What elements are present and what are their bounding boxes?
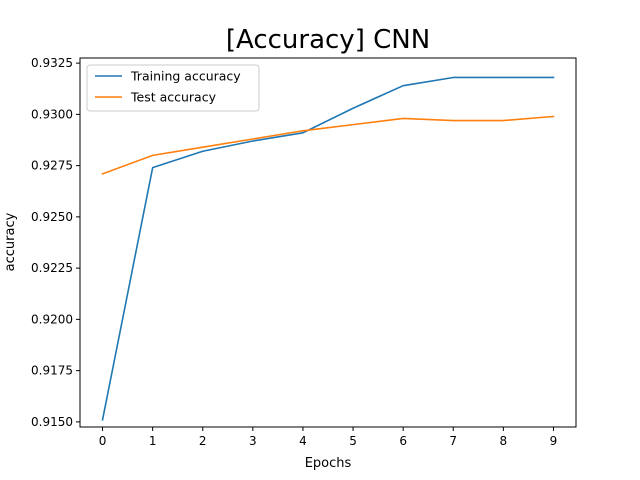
y-tick-label: 0.9325 bbox=[31, 56, 73, 70]
chart-title: [Accuracy] CNN bbox=[226, 25, 430, 55]
y-tick-label: 0.9200 bbox=[31, 312, 73, 326]
x-tick-label: 5 bbox=[349, 434, 357, 448]
x-axis-label: Epochs bbox=[305, 456, 352, 471]
y-tick-label: 0.9275 bbox=[31, 159, 73, 173]
x-tick-label: 6 bbox=[399, 434, 407, 448]
x-tick-label: 3 bbox=[249, 434, 257, 448]
x-tick-label: 1 bbox=[149, 434, 157, 448]
plot-frame bbox=[79, 57, 577, 428]
plot-area bbox=[101, 76, 555, 421]
x-axis: 0 1 2 3 4 5 6 7 8 9 bbox=[99, 427, 558, 448]
legend-label-1: Test accuracy bbox=[130, 90, 217, 105]
x-tick-label: 7 bbox=[449, 434, 457, 448]
y-axis: 0.9150 0.9175 0.9200 0.9225 0.9250 0.9275 0.93… bbox=[31, 56, 80, 429]
x-tick-label: 4 bbox=[299, 434, 307, 448]
series-line-0 bbox=[101, 76, 555, 421]
y-axis-label: accuracy bbox=[3, 212, 18, 271]
y-tick-label: 0.9225 bbox=[31, 261, 73, 275]
series-line-1 bbox=[101, 115, 555, 175]
x-tick-label: 0 bbox=[99, 434, 107, 448]
legend: Training accuracy Test accuracy bbox=[86, 64, 260, 112]
x-tick-label: 8 bbox=[500, 434, 508, 448]
x-tick-label: 2 bbox=[199, 434, 207, 448]
y-tick-label: 0.9150 bbox=[31, 415, 73, 429]
y-tick-label: 0.9250 bbox=[31, 210, 73, 224]
y-tick-label: 0.9300 bbox=[31, 107, 73, 121]
legend-label-0: Training accuracy bbox=[130, 69, 241, 84]
y-tick-label: 0.9175 bbox=[31, 364, 73, 378]
x-tick-label: 9 bbox=[550, 434, 558, 448]
legend-box bbox=[86, 64, 260, 112]
